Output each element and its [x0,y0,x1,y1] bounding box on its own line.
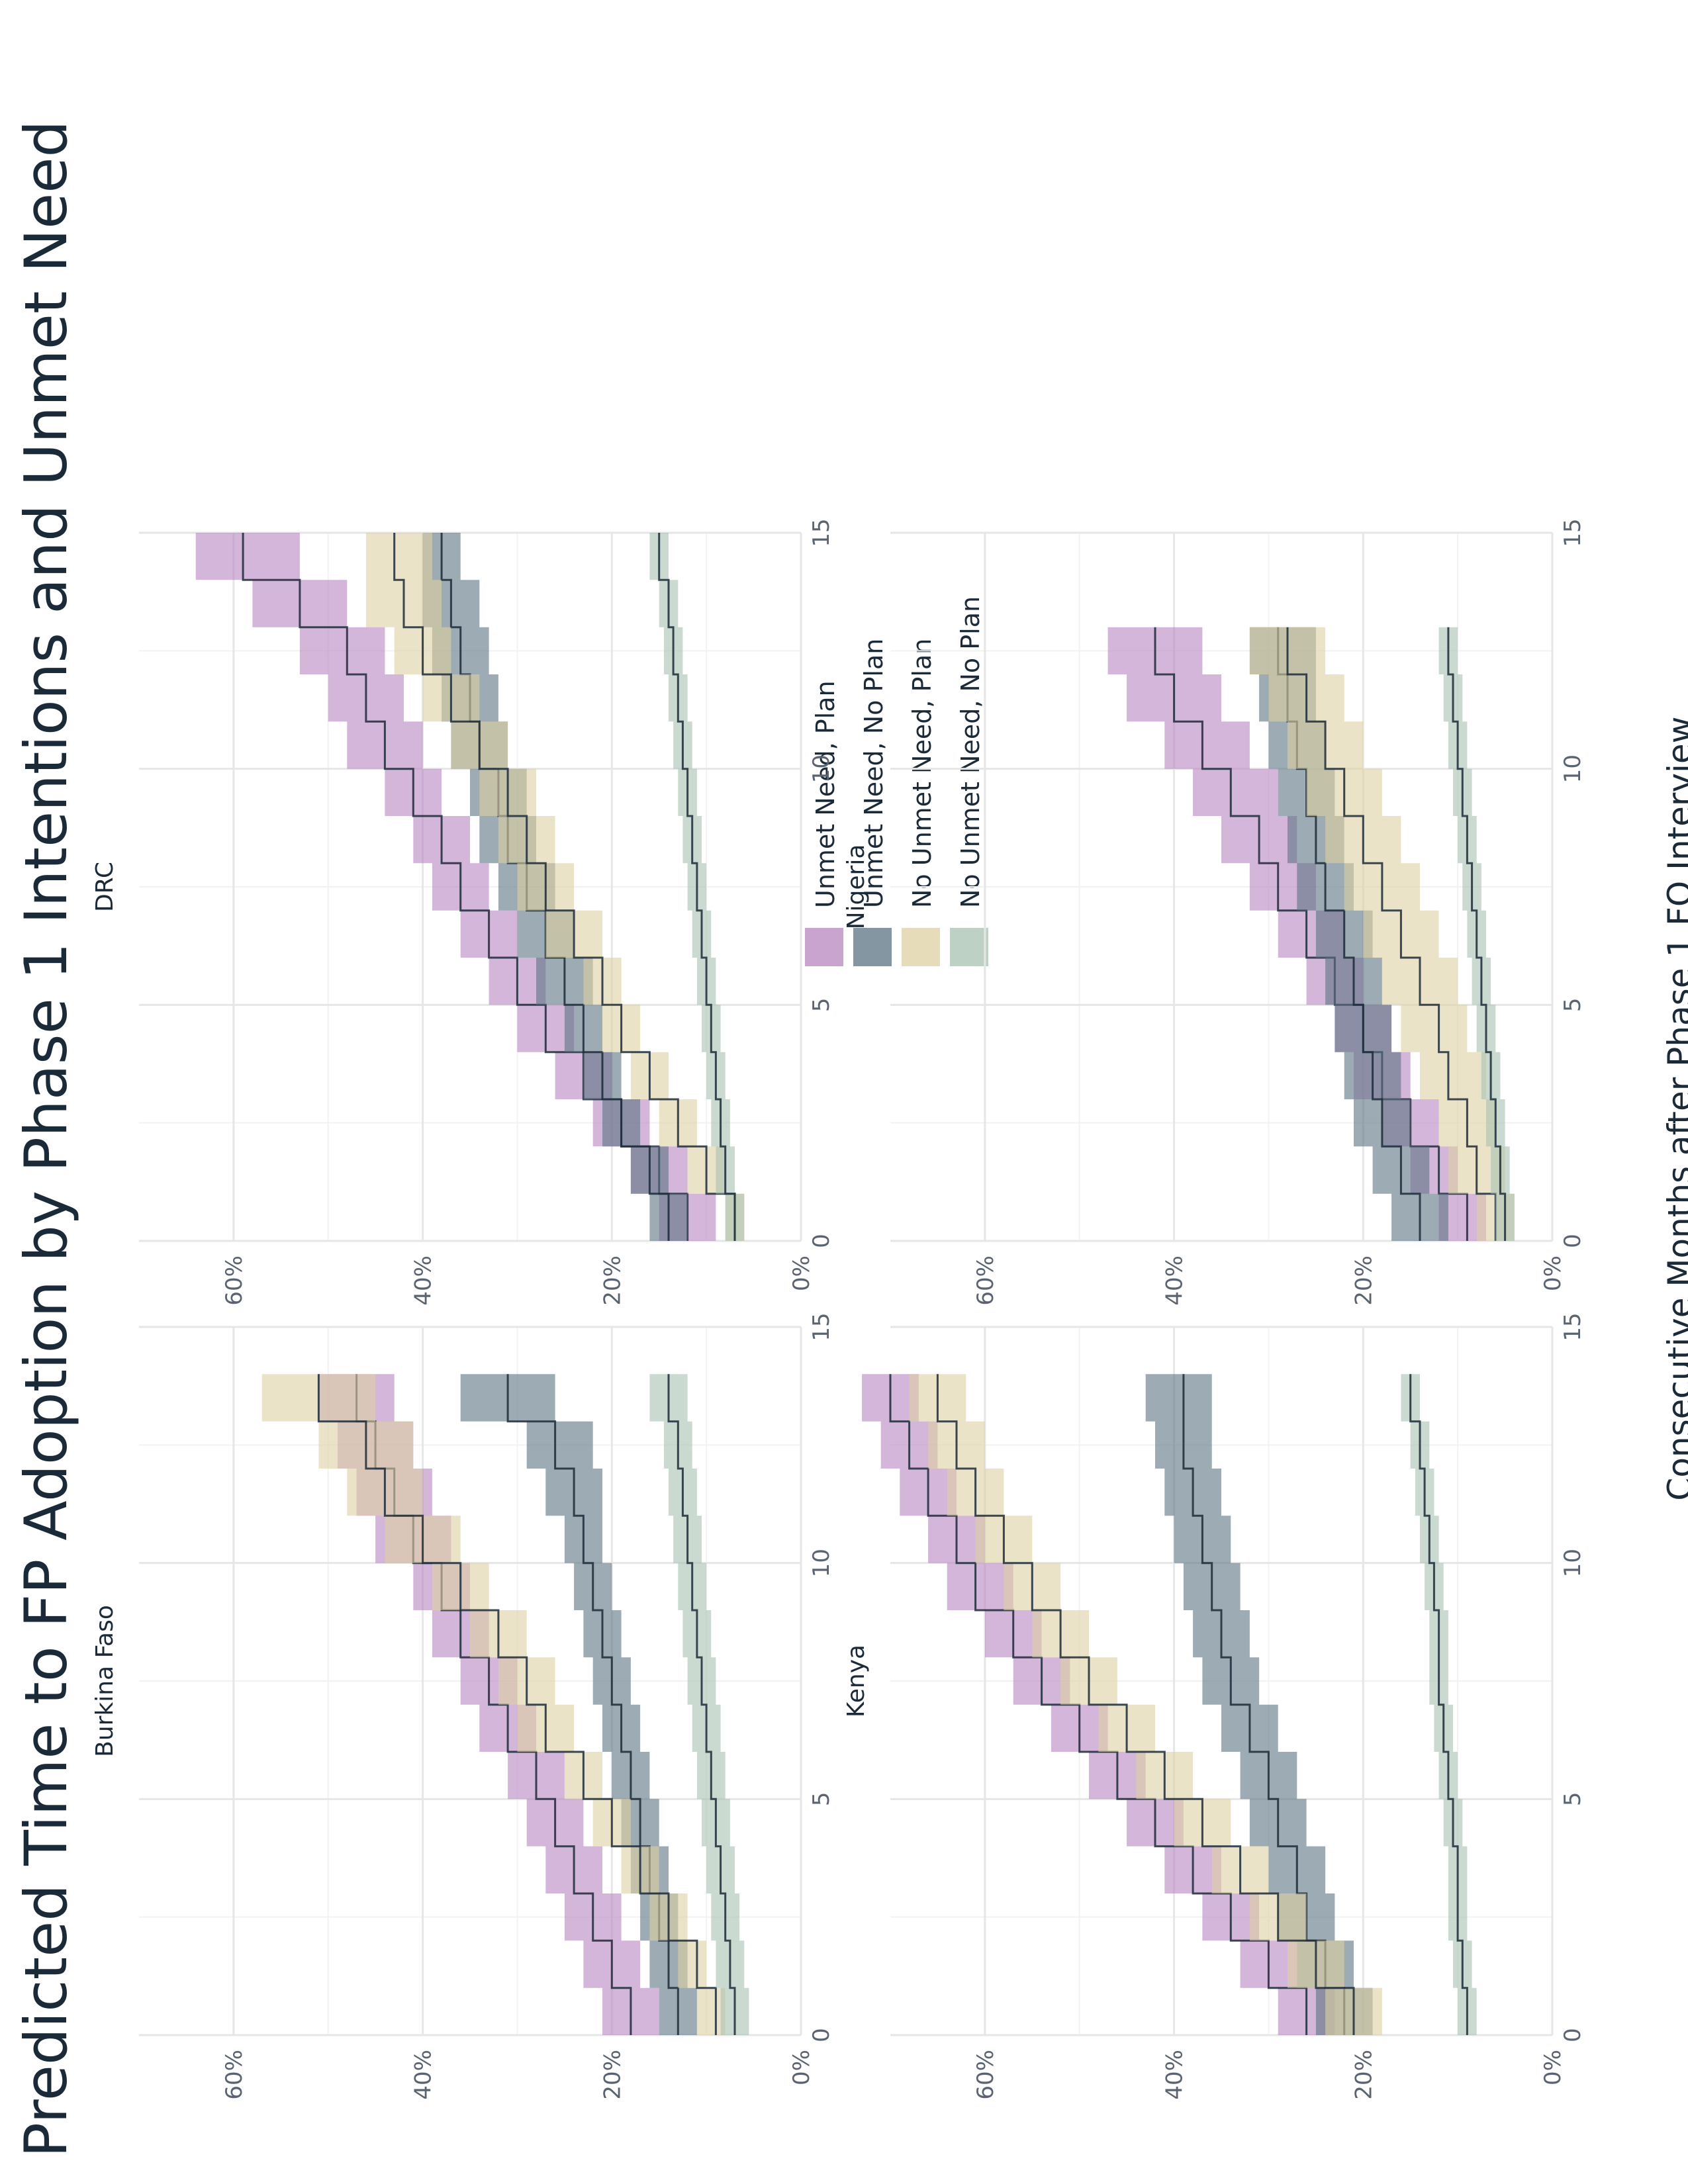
legend-label-unmet-need-plan: Unmet Need, Plan [811,680,840,908]
x-tick-label: 10 [1560,1549,1586,1577]
x-tick-label: 10 [1560,754,1586,783]
legend-label-unmet-need-no-plan: Unmet Need, No Plan [859,639,888,908]
y-tick-label: 40% [410,1255,437,1306]
panel-burkina-faso: 0 5 10 15 0% 20% 40% 60% Burkina Faso [91,1312,835,2099]
y-tick-label: 60% [221,2050,248,2100]
x-tick-label: 10 [808,1549,835,1577]
ci-band-no-unmet-need-plan [909,1374,1382,2035]
step-line-no-unmet-need-no-plan [1409,1374,1468,2035]
legend-swatch-unmet-need-plan [805,928,843,966]
y-tick-label: 60% [221,1255,248,1306]
step-line-no-unmet-need-plan [393,533,736,1241]
y-tick-label: 0% [1540,1255,1566,1291]
x-tick-label: 15 [1560,1312,1586,1341]
x-tick-label: 15 [808,1312,835,1341]
panel-title: Burkina Faso [91,1605,118,1757]
legend-swatch-unmet-need-no-plan [853,928,892,966]
x-axis-label: Consecutive Months after Phase 1 FQ Inte… [1661,716,1688,1500]
step-line-no-unmet-need-plan [936,1374,1355,2035]
y-tick-label: 20% [1350,2050,1377,2100]
panel-drc: 0 5 10 15 0% 20% 40% 60% DRC [91,518,835,1305]
step-line-no-unmet-need-plan [317,1374,717,2035]
legend-label-no-unmet-need-no-plan: No Unmet Need, No Plan [956,596,985,908]
y-tick-label: 0% [788,1255,815,1291]
ci-band-no-unmet-need-no-plan [649,1374,749,2035]
x-tick-label: 0 [1560,1234,1586,1248]
panel-title: Nigeria [843,844,870,930]
panel-title: DRC [91,862,118,912]
y-tick-label: 0% [788,2050,815,2085]
legend-label-no-unmet-need-plan: No Unmet Need, Plan [908,639,937,908]
x-tick-label: 5 [808,998,835,1013]
panel-title: Kenya [843,1645,870,1717]
y-tick-label: 40% [1162,2050,1188,2100]
legend-swatch-no-unmet-need-plan [902,928,940,966]
step-line-no-unmet-need-no-plan [667,1374,736,2035]
x-tick-label: 0 [808,2028,835,2042]
legend-swatch-no-unmet-need-no-plan [950,928,988,966]
x-tick-label: 10 [808,754,835,783]
ci-band-unmet-need-no-plan [1249,627,1448,1241]
x-tick-label: 15 [808,518,835,547]
x-tick-label: 0 [808,1234,835,1248]
y-tick-label: 20% [1350,1255,1377,1306]
y-tick-label: 40% [1162,1255,1188,1306]
ci-band-no-unmet-need-plan [261,1374,726,2035]
step-line-no-unmet-need-no-plan [658,533,736,1241]
x-tick-label: 0 [1560,2028,1586,2042]
y-tick-label: 0% [1540,2050,1566,2085]
y-tick-label: 60% [972,2050,999,2100]
panel-nigeria: 0 5 10 15 0% 20% 40% 60% Nigeria [843,518,1586,1305]
step-line-no-unmet-need-no-plan [1447,627,1507,1241]
y-tick-label: 20% [599,1255,626,1306]
y-tick-label: 60% [972,1255,999,1306]
step-line-no-unmet-need-plan [1286,627,1497,1241]
chart-title: Predicted Time to FP Adoption by Phase 1… [12,120,80,2158]
y-tick-label: 40% [410,2050,437,2100]
x-tick-label: 5 [808,1792,835,1807]
x-tick-label: 15 [1560,518,1586,547]
x-tick-label: 5 [1560,998,1586,1013]
panel-kenya: 0 5 10 15 0% 20% 40% 60% Kenya [843,1312,1586,2099]
y-tick-label: 20% [599,2050,626,2100]
legend: Unmet Need, Plan Unmet Need, No Plan No Un… [805,596,988,966]
x-tick-label: 5 [1560,1792,1586,1807]
